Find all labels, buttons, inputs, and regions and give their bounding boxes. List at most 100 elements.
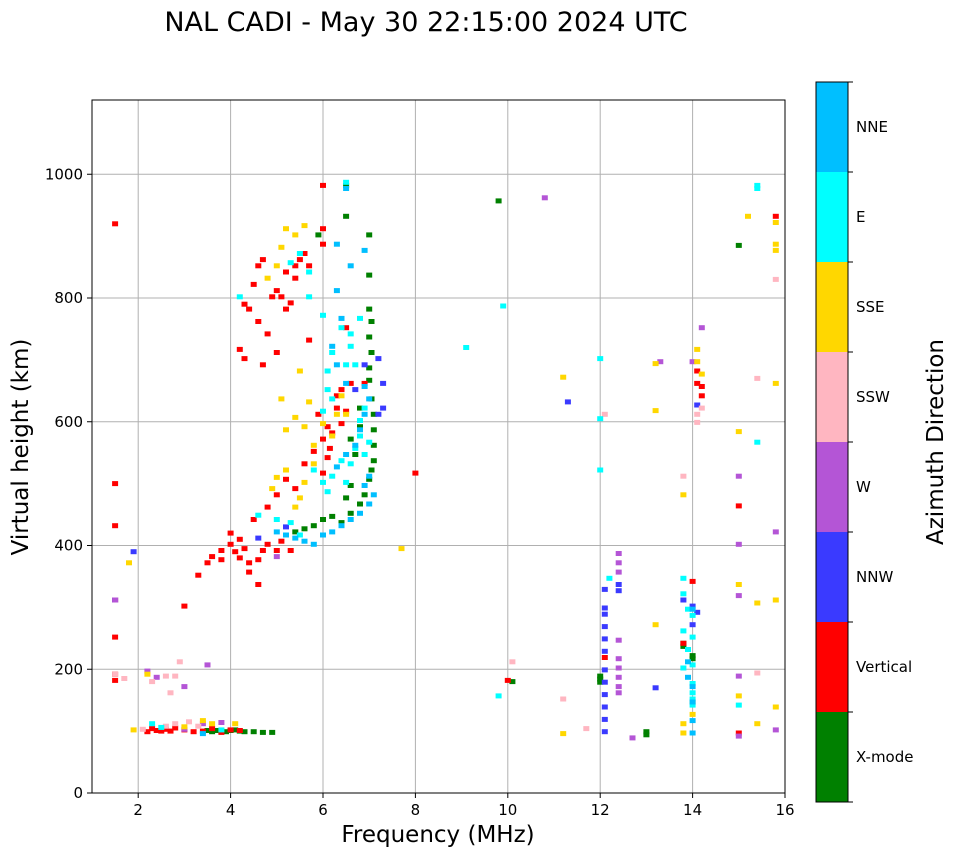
chart-title: NAL CADI - May 30 22:15:00 2024 UTC [164, 7, 687, 38]
data-point [694, 380, 701, 386]
data-point [560, 731, 567, 737]
series-nnw [112, 356, 701, 735]
y-axis-ticks: 0 200 400 600 800 1000 [45, 165, 92, 802]
y-tick-label: 600 [54, 413, 83, 431]
data-point [246, 569, 253, 575]
data-point [236, 346, 243, 352]
data-point [380, 380, 387, 386]
data-point [149, 679, 156, 685]
data-point [144, 729, 151, 735]
data-point [130, 549, 137, 555]
data-point [597, 467, 604, 473]
data-point [583, 726, 590, 732]
y-tick-label: 0 [73, 784, 83, 802]
data-point [333, 405, 340, 411]
x-axis-ticks: 2 4 6 8 10 12 14 16 [133, 793, 795, 819]
data-point [560, 696, 567, 702]
data-point [112, 221, 119, 227]
data-point [352, 452, 359, 457]
data-point [301, 424, 308, 430]
data-point [315, 411, 322, 417]
data-point [236, 294, 243, 300]
data-point [149, 726, 156, 732]
data-point [324, 424, 331, 430]
data-point [292, 275, 299, 281]
data-point [209, 726, 216, 732]
data-point [306, 399, 313, 405]
data-point [343, 408, 350, 414]
data-point [689, 634, 696, 640]
data-point [601, 679, 608, 685]
data-point [121, 676, 128, 681]
data-point [259, 548, 266, 553]
data-point [652, 361, 659, 367]
data-point [698, 371, 705, 377]
colorbar-swatch [816, 712, 848, 802]
data-point [361, 483, 368, 488]
x-tick-label: 6 [318, 801, 328, 819]
data-point [264, 541, 271, 547]
data-point [357, 510, 363, 516]
data-point [370, 492, 377, 498]
data-point [255, 535, 262, 541]
data-point [126, 560, 132, 566]
data-point [195, 572, 202, 578]
data-point [338, 393, 345, 399]
data-point [315, 232, 322, 238]
data-point [680, 575, 687, 581]
data-point [689, 606, 696, 612]
data-point [112, 481, 119, 487]
colorbar-tick-label: SSW [856, 388, 890, 406]
data-point [292, 414, 299, 420]
data-point [241, 729, 248, 735]
data-point [139, 726, 146, 732]
data-point [347, 510, 354, 516]
colorbar-swatch [816, 622, 848, 712]
data-point [149, 721, 156, 727]
data-point [606, 575, 613, 581]
data-point [541, 195, 548, 201]
data-point [320, 421, 326, 427]
data-point [199, 721, 206, 727]
data-point [735, 693, 742, 699]
data-point [181, 684, 188, 690]
data-point [329, 433, 336, 439]
data-point [218, 720, 225, 725]
data-point [772, 597, 779, 603]
data-point [162, 673, 169, 679]
data-point [361, 247, 368, 253]
data-point [329, 529, 336, 535]
data-point [601, 667, 608, 673]
data-point [368, 350, 375, 355]
colorbar-frame [815, 81, 849, 803]
series-vertical [112, 182, 779, 736]
data-point [338, 458, 345, 464]
data-point [112, 634, 119, 640]
data-point [195, 723, 202, 729]
series-x-mode [204, 182, 742, 738]
x-tick-label: 8 [411, 801, 421, 819]
data-point [735, 503, 742, 509]
data-point [680, 628, 687, 634]
data-point [347, 343, 354, 349]
data-point [347, 517, 354, 522]
data-point [689, 702, 696, 708]
data-point [754, 439, 761, 445]
data-point [735, 541, 742, 547]
colorbar-swatch [816, 442, 848, 532]
data-point [278, 294, 285, 300]
data-point [343, 495, 350, 501]
data-point [357, 405, 363, 411]
data-point [343, 182, 350, 188]
data-point [283, 476, 289, 482]
data-point [680, 492, 687, 498]
data-point [361, 362, 368, 368]
data-point [601, 729, 608, 735]
data-point [689, 684, 696, 690]
data-point [629, 735, 636, 741]
data-point [689, 690, 696, 696]
data-point [241, 301, 248, 307]
data-point [320, 517, 326, 522]
data-point [112, 671, 119, 677]
y-tick-label: 800 [54, 289, 83, 307]
